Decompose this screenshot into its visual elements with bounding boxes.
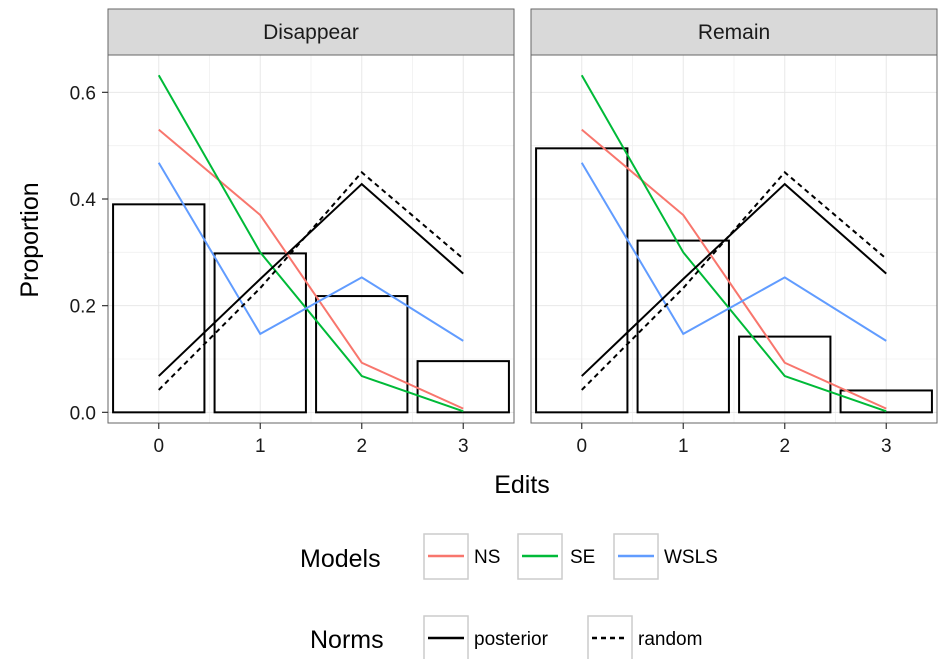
x-tick-label: 3: [458, 436, 469, 457]
bar-3: [839, 389, 933, 414]
y-tick-label: 0.6: [70, 83, 96, 104]
x-tick-label: 0: [153, 436, 164, 457]
facet-label-1: Remain: [698, 21, 770, 44]
y-axis-title: Proportion: [16, 182, 44, 297]
series-line-se: [157, 74, 464, 413]
series-line-wsls: [580, 162, 887, 342]
bar-2: [315, 295, 409, 414]
x-tick-label: 2: [356, 436, 367, 457]
series-line-ns: [158, 128, 464, 410]
x-tick-label: 2: [779, 436, 790, 457]
facet-label-0: Disappear: [263, 21, 359, 44]
y-tick-label: 0.2: [70, 297, 96, 318]
x-tick-label: 0: [576, 436, 587, 457]
panel-border: [107, 54, 515, 424]
series-line-se: [580, 74, 887, 413]
bar-0: [112, 203, 206, 414]
panel-border: [530, 54, 938, 424]
bar-1: [636, 239, 730, 414]
bar-2: [738, 335, 832, 414]
facet-strip-0: [107, 8, 515, 56]
legend-label-se: SE: [570, 547, 595, 568]
x-tick-label: 1: [255, 436, 266, 457]
x-tick-label: 1: [678, 436, 689, 457]
y-tick-label: 0.4: [70, 190, 97, 211]
x-axis-title: Edits: [494, 471, 550, 499]
y-tick-label: 0.0: [70, 403, 96, 424]
legend-models-title: Models: [300, 545, 381, 573]
series-line-wsls: [157, 162, 464, 342]
bar-0: [535, 147, 629, 414]
facet-panel-1: [530, 54, 938, 424]
norm-line-random: [158, 170, 464, 391]
bar-3: [416, 360, 510, 414]
legend-label-ns: NS: [474, 547, 500, 568]
y-axis: 0.0 0.2 0.4 0.6: [70, 83, 108, 424]
x-axis: 0 1 2 3 0 1 2 3: [153, 423, 892, 457]
x-tick-label: 3: [881, 436, 892, 457]
legend-norms-title: Norms: [310, 626, 384, 654]
facet-strip-1: [530, 8, 938, 56]
legend-label-random: random: [638, 629, 702, 650]
facet-panel-0: [107, 54, 515, 424]
legend-label-posterior: posterior: [474, 629, 549, 650]
legend-norms: Norms posterior random: [310, 615, 702, 659]
legend-label-wsls: WSLS: [664, 547, 718, 568]
legend-models: Models NS SE WSLS: [300, 533, 718, 580]
series-line-ns: [581, 128, 887, 410]
norm-line-random: [581, 170, 887, 391]
